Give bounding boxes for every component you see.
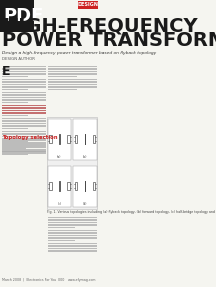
Bar: [0, 0, 34, 32]
Bar: [93, 181, 95, 189]
Bar: [2, 145, 46, 146]
Bar: [2, 115, 28, 117]
Text: (d): (d): [83, 202, 87, 206]
Bar: [67, 135, 70, 143]
Bar: [48, 232, 97, 234]
Bar: [48, 84, 97, 85]
Bar: [2, 68, 46, 70]
Text: Fig. 1. Various topologies including (a) flyback topology, (b) forward topology,: Fig. 1. Various topologies including (a)…: [47, 210, 216, 214]
Bar: [2, 131, 46, 132]
Bar: [48, 86, 97, 88]
Bar: [2, 97, 46, 98]
Bar: [48, 250, 97, 252]
Bar: [2, 110, 46, 111]
Bar: [2, 73, 46, 75]
Bar: [2, 89, 28, 90]
Bar: [2, 148, 26, 149]
Bar: [2, 140, 46, 141]
Bar: [48, 65, 97, 67]
Text: POWER TRANSFORMERS: POWER TRANSFORMERS: [2, 31, 216, 50]
Bar: [2, 92, 46, 93]
Bar: [2, 107, 46, 108]
Bar: [2, 79, 46, 80]
Bar: [2, 117, 46, 119]
Bar: [73, 166, 97, 207]
Bar: [49, 135, 52, 143]
Bar: [2, 125, 46, 127]
Bar: [48, 235, 97, 236]
Bar: [2, 142, 46, 144]
Bar: [2, 110, 46, 111]
Bar: [67, 181, 70, 189]
Text: PDF: PDF: [4, 7, 44, 25]
Bar: [48, 68, 97, 70]
Text: www.efymag.com: www.efymag.com: [68, 278, 97, 282]
Bar: [2, 104, 46, 106]
Bar: [48, 224, 97, 226]
Bar: [2, 102, 28, 103]
Bar: [2, 133, 46, 135]
Text: HIGH-FREQUENCY: HIGH-FREQUENCY: [2, 16, 197, 35]
Bar: [48, 79, 97, 80]
Text: (b): (b): [83, 155, 87, 159]
Bar: [2, 153, 46, 154]
Text: (a): (a): [57, 155, 62, 159]
Bar: [2, 141, 28, 142]
Bar: [48, 81, 97, 83]
Text: DESIGN AUTHOR: DESIGN AUTHOR: [2, 57, 35, 61]
Bar: [48, 216, 97, 218]
Bar: [2, 144, 46, 145]
Bar: [2, 120, 46, 122]
Bar: [2, 71, 46, 72]
Bar: [48, 166, 71, 207]
Bar: [78, 1, 98, 9]
Bar: [48, 240, 75, 241]
Bar: [75, 135, 77, 143]
Bar: [2, 99, 46, 101]
Bar: [47, 117, 97, 209]
Bar: [2, 76, 28, 77]
Bar: [48, 248, 97, 249]
Bar: [2, 107, 46, 108]
Bar: [2, 149, 46, 150]
Bar: [2, 86, 46, 88]
Bar: [2, 84, 46, 85]
Text: E: E: [2, 65, 10, 78]
Bar: [48, 222, 97, 223]
Bar: [2, 146, 46, 148]
Bar: [48, 230, 97, 231]
Bar: [2, 128, 28, 129]
Bar: [49, 181, 52, 189]
Bar: [2, 104, 46, 106]
Text: Topology selection: Topology selection: [2, 135, 57, 140]
Bar: [48, 219, 97, 221]
Bar: [75, 181, 77, 189]
Bar: [2, 154, 28, 155]
Bar: [48, 243, 97, 244]
Bar: [48, 73, 97, 75]
Text: DESIGN: DESIGN: [78, 3, 98, 7]
Bar: [48, 237, 97, 239]
Bar: [48, 71, 97, 72]
Bar: [73, 119, 97, 160]
Bar: [2, 112, 46, 114]
Bar: [2, 112, 46, 114]
Bar: [2, 150, 46, 152]
Bar: [5, 65, 46, 67]
Text: March 2008  |  Electronics For You  000: March 2008 | Electronics For You 000: [2, 278, 64, 282]
Text: (c): (c): [57, 202, 62, 206]
Bar: [2, 136, 46, 137]
Bar: [2, 151, 46, 153]
Bar: [48, 89, 77, 90]
Bar: [2, 81, 46, 83]
Bar: [48, 119, 71, 160]
Bar: [48, 76, 77, 77]
Bar: [2, 138, 46, 140]
Text: Design a high-frequency power transformer based on flyback topology: Design a high-frequency power transforme…: [2, 51, 156, 55]
Bar: [2, 123, 46, 124]
Bar: [2, 94, 46, 96]
Bar: [48, 227, 75, 228]
Bar: [93, 135, 95, 143]
Bar: [48, 245, 97, 247]
